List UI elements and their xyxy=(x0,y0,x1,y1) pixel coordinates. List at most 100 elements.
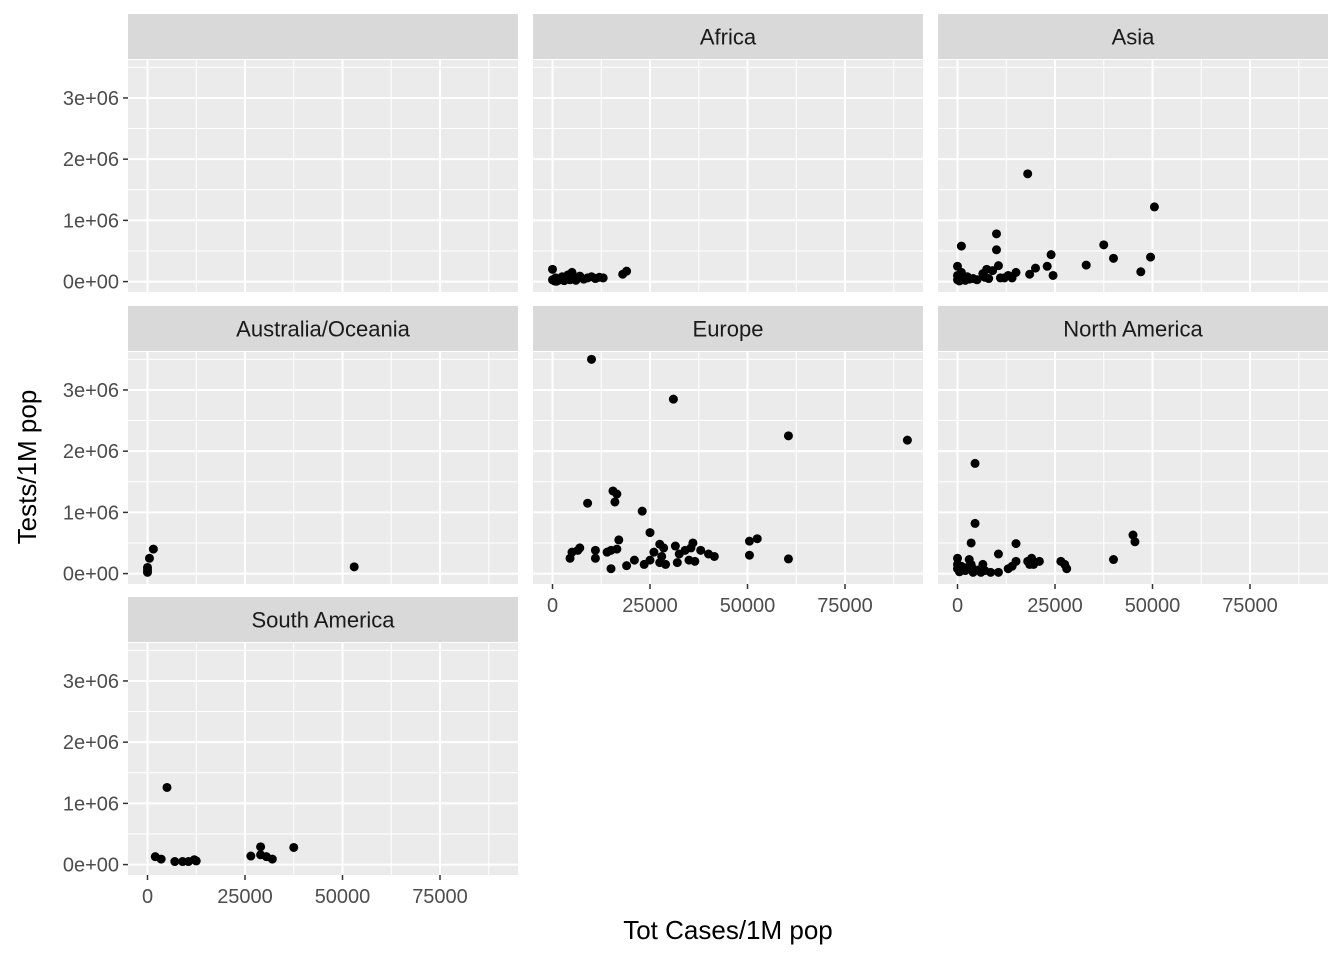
facet-north-america: North America 0 25000 50000 75000 xyxy=(938,306,1328,617)
data-point xyxy=(612,489,622,499)
data-point xyxy=(1025,269,1035,279)
data-points xyxy=(953,169,1159,286)
gridlines xyxy=(128,60,518,292)
data-point xyxy=(970,518,980,528)
data-point xyxy=(590,553,600,563)
facet-asia: Asia xyxy=(938,14,1328,292)
data-point xyxy=(148,544,158,554)
data-point xyxy=(590,545,600,555)
x-axis-title: Tot Cases/1M pop xyxy=(623,915,833,945)
data-point xyxy=(992,245,1001,255)
facet-strip-label: Europe xyxy=(693,317,764,342)
data-point xyxy=(992,229,1001,239)
data-points xyxy=(565,354,912,574)
data-point xyxy=(1011,267,1021,277)
data-point xyxy=(1099,240,1109,250)
data-point xyxy=(1048,270,1058,280)
data-point xyxy=(902,435,912,445)
panel-background xyxy=(533,60,923,292)
data-point xyxy=(752,534,762,544)
y-tick-label: 0e+00 xyxy=(63,564,119,586)
x-tick-label: 50000 xyxy=(1125,595,1181,617)
data-point xyxy=(170,857,180,867)
x-tick-label: 25000 xyxy=(217,886,273,908)
data-point xyxy=(966,538,976,548)
data-point xyxy=(744,536,754,546)
data-point xyxy=(956,241,966,251)
facet-strip xyxy=(938,14,1328,59)
y-axis-title: Tests/1M pop xyxy=(12,390,42,545)
data-point xyxy=(688,538,698,548)
data-point xyxy=(289,842,299,852)
data-point xyxy=(1062,564,1072,574)
data-point xyxy=(657,551,667,561)
y-tick-label: 3e+06 xyxy=(63,671,119,693)
facet-strip xyxy=(128,597,518,642)
x-tick-label: 0 xyxy=(952,595,963,617)
facet-strip-label: Africa xyxy=(700,25,757,50)
data-point xyxy=(659,543,669,553)
data-point xyxy=(783,431,793,441)
facet-europe: Europe 0 25000 50000 75000 xyxy=(533,306,923,617)
gridlines xyxy=(938,352,1328,584)
data-point xyxy=(156,854,166,864)
data-point xyxy=(709,551,719,561)
data-point xyxy=(629,555,639,565)
data-point xyxy=(670,541,680,551)
data-point xyxy=(744,550,754,560)
data-point xyxy=(783,554,793,564)
facet-strip xyxy=(938,306,1328,351)
data-point xyxy=(267,854,277,864)
data-points xyxy=(953,458,1140,577)
data-point xyxy=(1109,253,1118,263)
panel-background xyxy=(128,352,518,584)
y-tick-label: 2e+06 xyxy=(63,149,119,171)
facet-australia-oceania: Australia/Oceania 0e+00 1e+06 2e+06 3e+06 xyxy=(63,306,518,586)
facet-strip xyxy=(533,14,923,59)
data-points xyxy=(548,264,632,286)
panel-background xyxy=(128,643,518,875)
x-tick-label: 75000 xyxy=(1222,595,1278,617)
data-point xyxy=(144,553,154,563)
facet-strip-label: Asia xyxy=(1112,25,1156,50)
facet-africa: Africa xyxy=(533,14,923,292)
data-point xyxy=(1011,556,1021,566)
data-point xyxy=(349,562,359,572)
data-point xyxy=(606,564,616,574)
data-point xyxy=(1031,263,1040,273)
data-point xyxy=(1023,169,1033,179)
data-point xyxy=(1081,260,1091,270)
data-point xyxy=(1146,252,1156,262)
data-point xyxy=(645,555,655,565)
data-point xyxy=(1011,539,1021,549)
data-point xyxy=(645,528,655,538)
data-point xyxy=(162,782,172,792)
data-points xyxy=(150,782,299,867)
y-tick-label: 0e+00 xyxy=(63,272,119,294)
data-point xyxy=(672,558,682,568)
data-point xyxy=(1034,556,1044,566)
y-tick-label: 2e+06 xyxy=(63,441,119,463)
data-point xyxy=(1130,537,1140,547)
data-point xyxy=(649,547,659,557)
facet-strip xyxy=(533,306,923,351)
data-point xyxy=(1046,250,1056,260)
facet-south-america: South America 0e+00 1e+06 2e+06 3e+06 0 25000 5… xyxy=(63,597,518,908)
data-point xyxy=(986,567,996,577)
gridlines xyxy=(128,352,518,584)
data-point xyxy=(984,274,994,284)
facet-strip xyxy=(128,14,518,59)
data-points xyxy=(143,544,359,577)
data-point xyxy=(637,506,647,516)
panel-background xyxy=(128,60,518,292)
data-point xyxy=(246,851,256,861)
y-tick-label: 1e+06 xyxy=(63,502,119,524)
data-point xyxy=(575,543,585,553)
data-point xyxy=(993,549,1003,559)
x-tick-label: 0 xyxy=(547,595,558,617)
data-point xyxy=(548,264,557,274)
gridlines xyxy=(533,352,923,584)
data-point xyxy=(972,275,982,285)
data-point xyxy=(690,556,700,566)
